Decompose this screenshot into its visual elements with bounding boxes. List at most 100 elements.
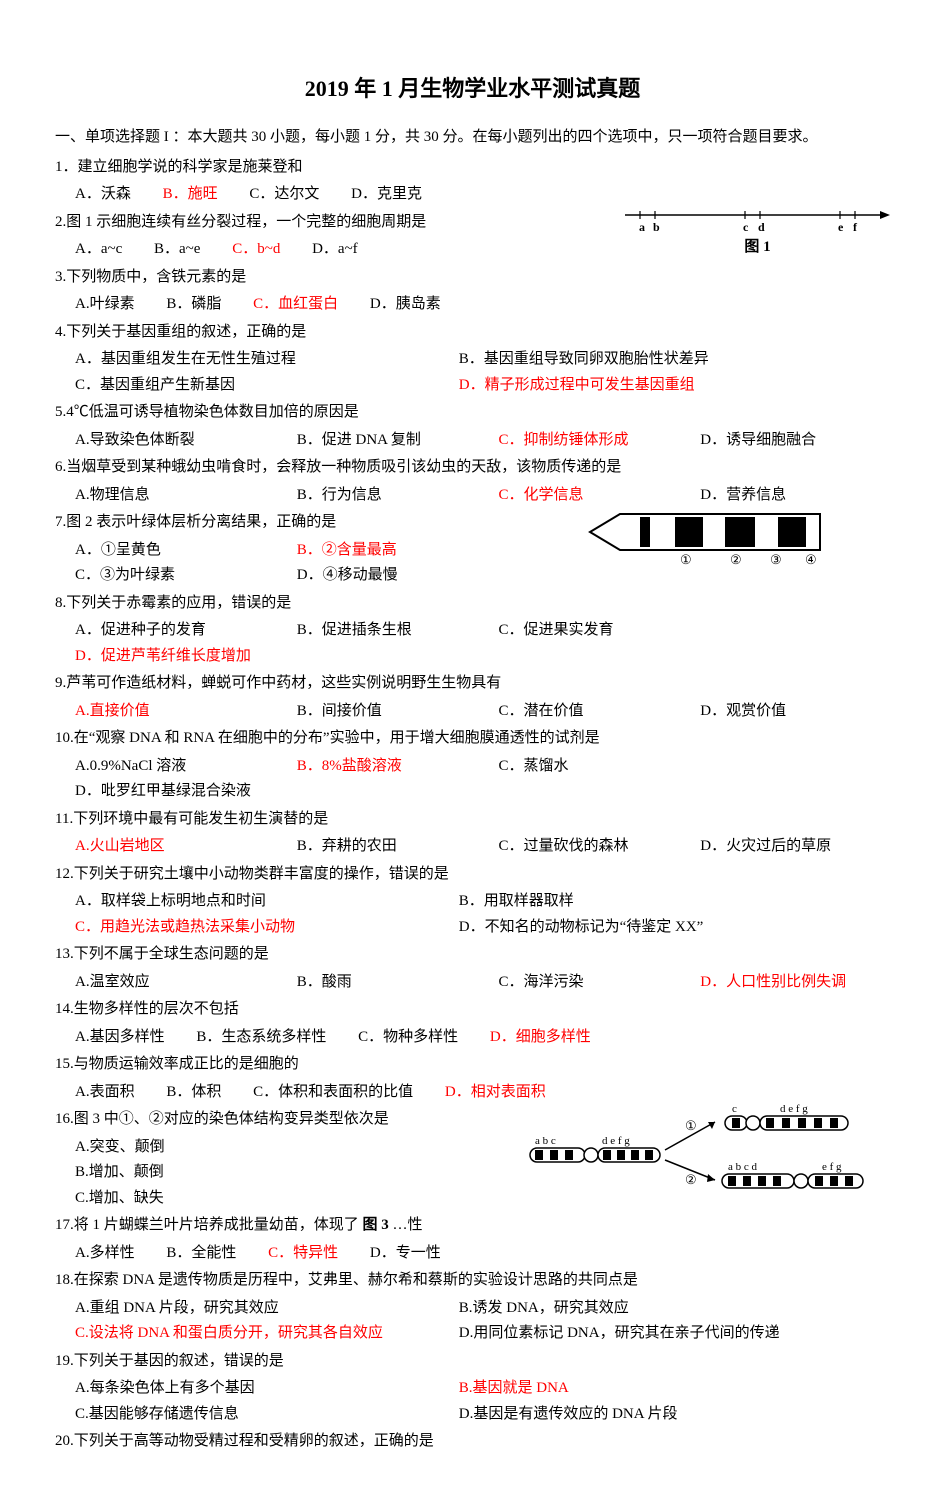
- svg-text:d e f g: d e f g: [602, 1135, 630, 1147]
- svg-text:a b c: a b c: [535, 1135, 556, 1147]
- page-title: 2019 年 1 月生物学业水平测试真题: [55, 70, 890, 107]
- q13-options: A.温室效应 B．酸雨 C．海洋污染 D．人口性别比例失调: [55, 970, 890, 996]
- svg-text:c: c: [732, 1103, 737, 1115]
- q12-options: A．取样袋上标明地点和时间 B．用取样器取样 C．用趋光法或趋热法采集小动物 D…: [55, 889, 890, 940]
- question-4: 4.下列关于基因重组的叙述，正确的是: [55, 320, 890, 346]
- q10-opt-b: B．8%盐酸溶液: [297, 754, 467, 780]
- svg-text:f: f: [853, 220, 858, 234]
- q2-opt-a: A．a~c: [75, 237, 122, 263]
- svg-text:d e f g: d e f g: [780, 1103, 808, 1115]
- q10-opt-a: A.0.9%NaCl 溶液: [75, 754, 265, 780]
- q8-opt-a: A．促进种子的发育: [75, 618, 265, 644]
- svg-text:③: ③: [770, 552, 782, 567]
- svg-text:②: ②: [685, 1172, 697, 1187]
- q18-opt-c: C.设法将 DNA 和蛋白质分开，研究其各自效应: [75, 1321, 455, 1347]
- question-7: 7.图 2 表示叶绿体层析分离结果，正确的是 ① ② ③ ④: [55, 510, 890, 536]
- question-8: 8.下列关于赤霉素的应用，错误的是: [55, 591, 890, 617]
- q8-opt-c: C．促进果实发育: [499, 618, 669, 644]
- svg-text:①: ①: [685, 1118, 697, 1133]
- svg-text:d: d: [758, 220, 765, 234]
- q13-opt-a: A.温室效应: [75, 970, 265, 996]
- q6-opt-d: D．营养信息: [700, 483, 786, 509]
- svg-text:a b c d: a b c d: [728, 1161, 758, 1173]
- q2-opt-c: C．b~d: [232, 237, 280, 263]
- q12-opt-a: A．取样袋上标明地点和时间: [75, 889, 455, 915]
- q7-stem: 7.图 2 表示叶绿体层析分离结果，正确的是: [55, 514, 336, 530]
- figure-3-label: 图 3: [363, 1217, 389, 1233]
- svg-text:①: ①: [680, 552, 692, 567]
- question-19: 19.下列关于基因的叙述，错误的是: [55, 1349, 890, 1375]
- q1-opt-a: A．沃森: [75, 182, 131, 208]
- q14-opt-b: B．生态系统多样性: [196, 1025, 326, 1051]
- svg-text:②: ②: [730, 552, 742, 567]
- q3-opt-a: A.叶绿素: [75, 292, 135, 318]
- q19-opt-c: C.基因能够存储遗传信息: [75, 1402, 455, 1428]
- q3-options: A.叶绿素 B．磷脂 C．血红蛋白 D．胰岛素: [55, 292, 890, 318]
- q3-opt-d: D．胰岛素: [370, 292, 441, 318]
- q18-opt-a: A.重组 DNA 片段，研究其效应: [75, 1296, 455, 1322]
- q3-opt-c: C．血红蛋白: [253, 292, 338, 318]
- question-9: 9.芦苇可作造纸材料，蝉蜕可作中药材，这些实例说明野生生物具有: [55, 671, 890, 697]
- svg-text:a: a: [639, 220, 645, 234]
- q7-opt-c: C．③为叶绿素: [75, 563, 265, 589]
- question-20: 20.下列关于高等动物受精过程和受精卵的叙述，正确的是: [55, 1429, 890, 1455]
- q8-options: A．促进种子的发育 B．促进插条生根 C．促进果实发育 D．促进芦苇纤维长度增加: [55, 618, 890, 669]
- q5-opt-a: A.导致染色体断裂: [75, 428, 265, 454]
- q3-opt-b: B．磷脂: [166, 292, 221, 318]
- q10-opt-d: D．吡罗红甲基绿混合染液: [75, 779, 251, 805]
- q12-opt-b: B．用取样器取样: [459, 889, 839, 915]
- q15-opt-c: C．体积和表面积的比值: [253, 1080, 413, 1106]
- question-16: 16.图 3 中①、②对应的染色体结构变异类型依次是 a b c d e f g…: [55, 1107, 890, 1133]
- question-1: 1．建立细胞学说的科学家是施莱登和: [55, 155, 890, 181]
- q6-opt-a: A.物理信息: [75, 483, 265, 509]
- q17-stem: 17.将 1 片蝴蝶兰叶片培养成批量幼苗，体现了: [55, 1217, 359, 1233]
- question-13: 13.下列不属于全球生态问题的是: [55, 942, 890, 968]
- q11-opt-a: A.火山岩地区: [75, 834, 265, 860]
- question-12: 12.下列关于研究土壤中小动物类群丰富度的操作，错误的是: [55, 862, 890, 888]
- q11-opt-d: D．火灾过后的草原: [700, 834, 831, 860]
- q15-opt-a: A.表面积: [75, 1080, 135, 1106]
- question-15: 15.与物质运输效率成正比的是细胞的: [55, 1052, 890, 1078]
- q17-opt-a: A.多样性: [75, 1241, 135, 1267]
- q9-opt-c: C．潜在价值: [499, 699, 669, 725]
- figure-1: a b c d e f 图 1: [625, 205, 890, 261]
- question-18: 18.在探索 DNA 是遗传物质是历程中，艾弗里、赫尔希和蔡斯的实验设计思路的共…: [55, 1268, 890, 1294]
- q17-opt-b: B．全能性: [166, 1241, 236, 1267]
- svg-text:c: c: [743, 220, 749, 234]
- q6-options: A.物理信息 B．行为信息 C．化学信息 D．营养信息: [55, 483, 890, 509]
- q6-opt-c: C．化学信息: [499, 483, 669, 509]
- q4-opt-b: B．基因重组导致同卵双胞胎性状差异: [459, 347, 839, 373]
- q10-options: A.0.9%NaCl 溶液 B．8%盐酸溶液 C．蒸馏水 D．吡罗红甲基绿混合染…: [55, 754, 890, 805]
- q19-opt-d: D.基因是有遗传效应的 DNA 片段: [459, 1402, 839, 1428]
- q14-opt-a: A.基因多样性: [75, 1025, 165, 1051]
- q4-opt-c: C．基因重组产生新基因: [75, 373, 455, 399]
- q2-opt-b: B．a~e: [154, 237, 200, 263]
- q1-opt-c: C．达尔文: [249, 182, 319, 208]
- q7-opt-b: B．②含量最高: [297, 538, 397, 564]
- q18-options: A.重组 DNA 片段，研究其效应 B.诱发 DNA，研究其效应 C.设法将 D…: [55, 1296, 890, 1347]
- q18-opt-b: B.诱发 DNA，研究其效应: [459, 1296, 839, 1322]
- q5-opt-c: C．抑制纺锤体形成: [499, 428, 669, 454]
- question-5: 5.4℃低温可诱导植物染色体数目加倍的原因是: [55, 400, 890, 426]
- q11-opt-c: C．过量砍伐的森林: [499, 834, 669, 860]
- q16-stem: 16.图 3 中①、②对应的染色体结构变异类型依次是: [55, 1111, 389, 1127]
- svg-text:e f g: e f g: [822, 1161, 842, 1173]
- q14-opt-c: C．物种多样性: [358, 1025, 458, 1051]
- q17-opt-d: D．专一性: [370, 1241, 441, 1267]
- q11-options: A.火山岩地区 B．弃耕的农田 C．过量砍伐的森林 D．火灾过后的草原: [55, 834, 890, 860]
- q6-opt-b: B．行为信息: [297, 483, 467, 509]
- q19-opt-a: A.每条染色体上有多个基因: [75, 1376, 455, 1402]
- q4-options: A．基因重组发生在无性生殖过程 B．基因重组导致同卵双胞胎性状差异 C．基因重组…: [55, 347, 890, 398]
- q12-opt-c: C．用趋光法或趋热法采集小动物: [75, 915, 455, 941]
- q15-opt-b: B．体积: [166, 1080, 221, 1106]
- q13-opt-b: B．酸雨: [297, 970, 467, 996]
- question-17: 17.将 1 片蝴蝶兰叶片培养成批量幼苗，体现了 图 3 …性: [55, 1213, 890, 1239]
- question-10: 10.在“观察 DNA 和 RNA 在细胞中的分布”实验中，用于增大细胞膜通透性…: [55, 726, 890, 752]
- q8-opt-d: D．促进芦苇纤维长度增加: [75, 644, 251, 670]
- svg-text:b: b: [653, 220, 660, 234]
- question-6: 6.当烟草受到某种蛾幼虫啃食时，会释放一种物质吸引该幼虫的天敌，该物质传递的是: [55, 455, 890, 481]
- q19-options: A.每条染色体上有多个基因 B.基因就是 DNA C.基因能够存储遗传信息 D.…: [55, 1376, 890, 1427]
- q1-opt-b: B．施旺: [163, 182, 218, 208]
- q17-options: A.多样性 B．全能性 C．特异性 D．专一性: [55, 1241, 890, 1267]
- q5-options: A.导致染色体断裂 B．促进 DNA 复制 C．抑制纺锤体形成 D．诱导细胞融合: [55, 428, 890, 454]
